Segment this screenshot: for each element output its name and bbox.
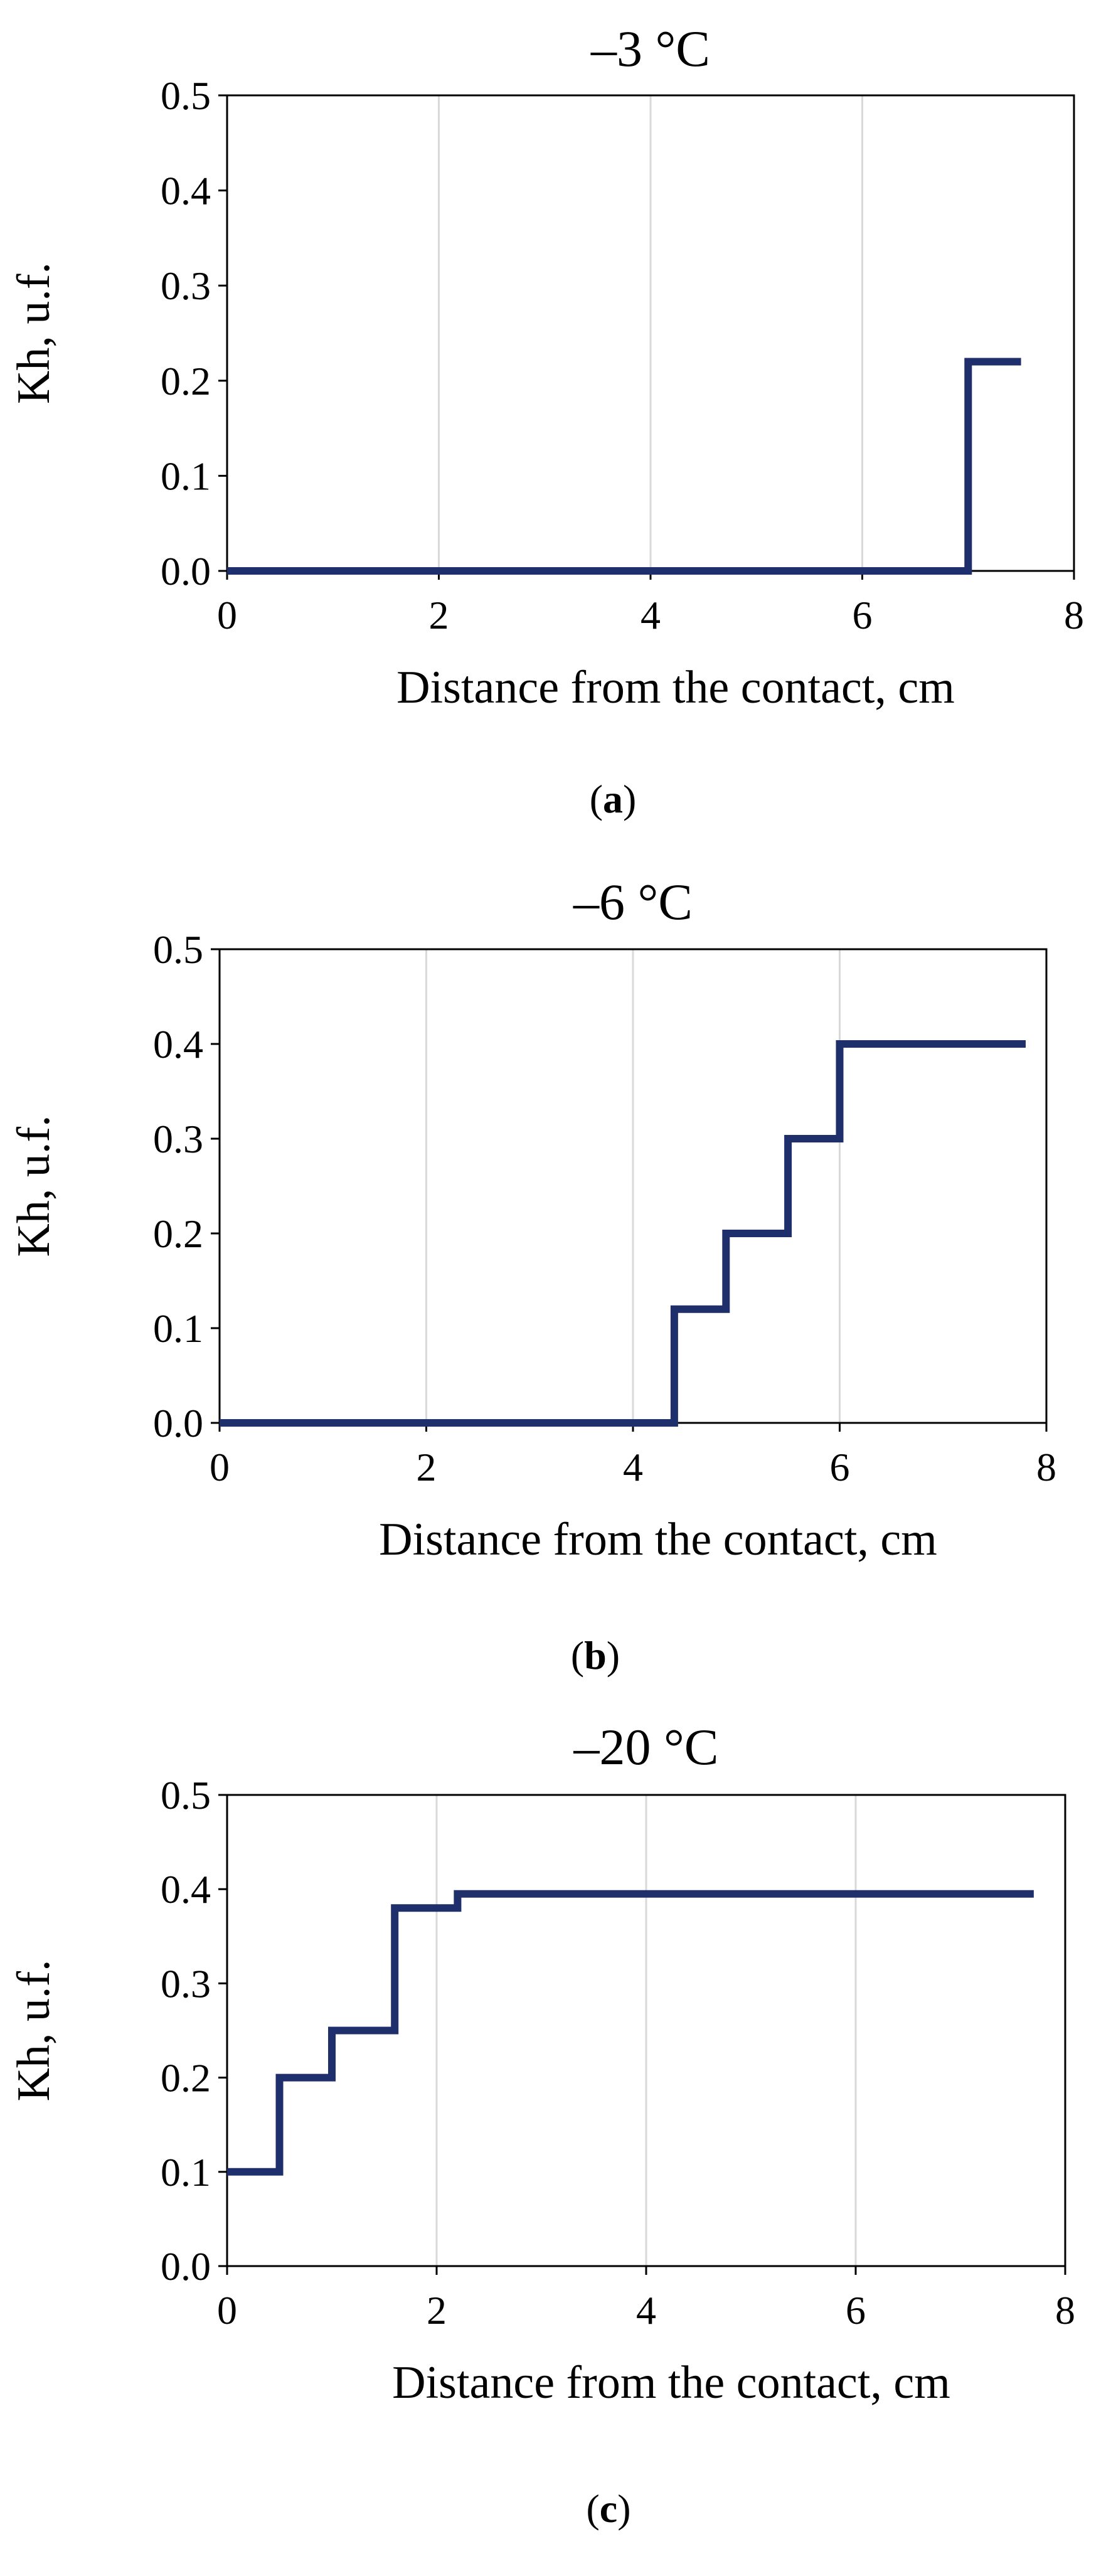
x-tick-label: 4 <box>636 2288 656 2333</box>
chart-title: –6 °C <box>573 873 693 930</box>
x-tick-label: 4 <box>641 593 661 637</box>
y-tick-label: 0.2 <box>161 2056 211 2100</box>
x-tick-label: 8 <box>1036 1445 1056 1489</box>
chart-panel-c: 0.0 0.1 0.2 0.3 0.4 0.5 0 2 4 6 8 –20 °C Distance fr… <box>8 1718 1075 2531</box>
y-tick-label: 0.3 <box>161 1961 211 2006</box>
x-axis-label: Distance from the contact, cm <box>379 1514 937 1565</box>
x-tick-label: 2 <box>417 1445 437 1489</box>
panel-caption-letter: b <box>584 1633 607 1678</box>
x-axis-label: Distance from the contact, cm <box>392 2357 950 2408</box>
chart-panel-b: 0.0 0.1 0.2 0.3 0.4 0.5 0 2 4 6 8 –6 °C Distance fro… <box>8 873 1056 1678</box>
x-tick-label: 6 <box>830 1445 850 1489</box>
x-tick-label: 8 <box>1064 593 1084 637</box>
y-tick-label: 0.1 <box>161 454 211 498</box>
x-tick-label: 0 <box>217 593 237 637</box>
panel-caption: (b) <box>571 1633 620 1678</box>
x-tick-label: 4 <box>623 1445 643 1489</box>
y-tick-label: 0.1 <box>153 1306 203 1351</box>
y-tick-label: 0.0 <box>161 2244 211 2289</box>
panel-caption-letter: a <box>603 777 623 821</box>
x-tick-label: 2 <box>427 2288 447 2333</box>
y-tick-label: 0.5 <box>161 1773 211 1818</box>
chart-title: –20 °C <box>573 1718 719 1775</box>
series-line <box>227 358 1021 575</box>
y-tick-label: 0.2 <box>161 359 211 403</box>
chart-panel-a: 0.0 0.1 0.2 0.3 0.4 0.5 0 2 4 6 8 –3 °C Distance fro… <box>8 20 1084 821</box>
y-tick-label: 0.1 <box>161 2150 211 2195</box>
y-tick-label: 0.0 <box>161 549 211 593</box>
panel-caption: (c) <box>586 2486 630 2531</box>
y-axis-label: Kh, u.f. <box>8 262 60 404</box>
y-tick-label: 0.4 <box>161 1867 211 1912</box>
series-line <box>220 1040 1026 1427</box>
series-line <box>227 1890 1034 2176</box>
y-tick-label: 0.2 <box>153 1211 203 1256</box>
x-tick-label: 0 <box>217 2288 237 2333</box>
x-axis-label: Distance from the contact, cm <box>396 662 955 713</box>
x-tick-label: 6 <box>853 593 873 637</box>
y-tick-label: 0.5 <box>161 73 211 118</box>
panel-caption-letter: c <box>600 2486 617 2531</box>
x-tick-label: 2 <box>429 593 449 637</box>
panel-caption: (a) <box>590 777 637 821</box>
y-tick-label: 0.4 <box>161 169 211 213</box>
y-tick-label: 0.3 <box>161 263 211 308</box>
x-tick-label: 6 <box>846 2288 866 2333</box>
y-tick-label: 0.3 <box>153 1117 203 1161</box>
x-tick-label: 0 <box>210 1445 230 1489</box>
y-axis-label: Kh, u.f. <box>8 1115 60 1257</box>
x-tick-label: 8 <box>1055 2288 1075 2333</box>
y-axis-label: Kh, u.f. <box>8 1959 60 2101</box>
y-tick-label: 0.5 <box>153 927 203 972</box>
y-tick-label: 0.4 <box>153 1022 203 1067</box>
chart-title: –3 °C <box>590 20 710 77</box>
y-tick-label: 0.0 <box>153 1401 203 1445</box>
